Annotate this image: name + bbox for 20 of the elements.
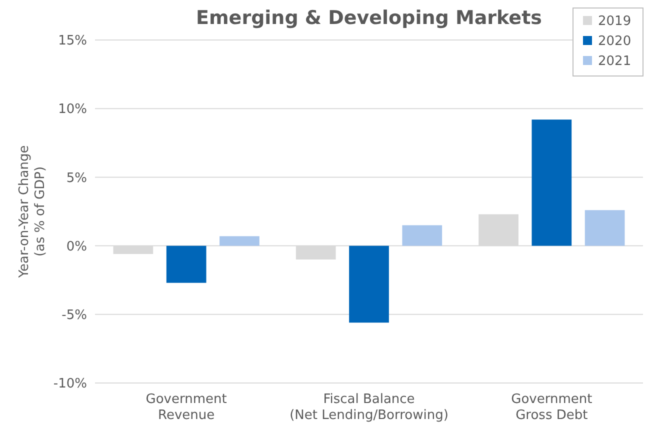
bar xyxy=(349,246,389,323)
y-tick-label: 5% xyxy=(66,170,87,186)
y-tick-label: 10% xyxy=(58,102,87,118)
bar xyxy=(532,120,572,246)
y-tick-label: 0% xyxy=(66,239,87,254)
y-tick-label: 15% xyxy=(58,34,87,49)
y-axis-title: Year-on-Year Change (as % of GDP) xyxy=(17,145,48,279)
bar xyxy=(220,236,260,246)
x-tick-label: Government Gross Debt xyxy=(511,392,592,423)
bar xyxy=(402,225,442,246)
x-tick-label: Fiscal Balance (Net Lending/Borrowing) xyxy=(290,392,448,423)
bar xyxy=(166,246,206,283)
legend-label: 2019 xyxy=(598,14,632,30)
legend-label: 2020 xyxy=(598,34,632,50)
legend-label: 2021 xyxy=(598,54,632,70)
y-tick-label: -10% xyxy=(53,376,87,392)
x-tick-label: Government Revenue xyxy=(146,392,227,423)
chart-title: Emerging & Developing Markets xyxy=(196,7,542,29)
y-tick-label: -5% xyxy=(62,308,87,323)
bar xyxy=(584,210,625,246)
